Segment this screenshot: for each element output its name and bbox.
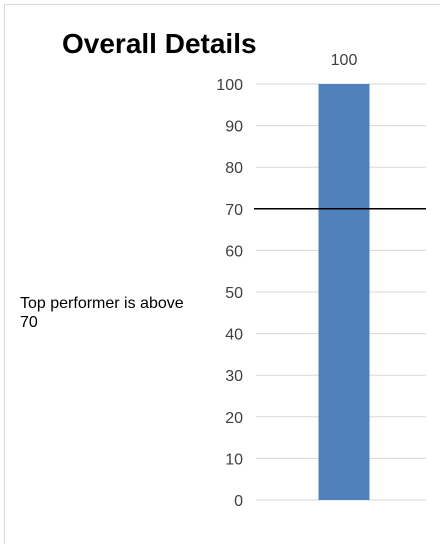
y-tick-label-70: 70 bbox=[225, 202, 243, 219]
chart-frame bbox=[4, 4, 440, 544]
bar-0 bbox=[318, 84, 370, 500]
y-tick-label-0: 0 bbox=[234, 493, 243, 510]
y-tick-label-20: 20 bbox=[225, 410, 243, 427]
y-tick-label-80: 80 bbox=[225, 160, 243, 177]
y-tick-label-30: 30 bbox=[225, 368, 243, 385]
bar-data-label-0: 100 bbox=[331, 52, 358, 69]
chart-annotation: Top performer is above 70 bbox=[20, 295, 184, 331]
y-tick-label-90: 90 bbox=[225, 119, 243, 136]
y-tick-label-10: 10 bbox=[225, 451, 243, 468]
y-tick-label-50: 50 bbox=[225, 285, 243, 302]
y-tick-label-60: 60 bbox=[225, 243, 243, 260]
y-tick-label-100: 100 bbox=[216, 77, 243, 94]
y-tick-label-40: 40 bbox=[225, 327, 243, 344]
chart-title: Overall Details bbox=[62, 28, 257, 59]
